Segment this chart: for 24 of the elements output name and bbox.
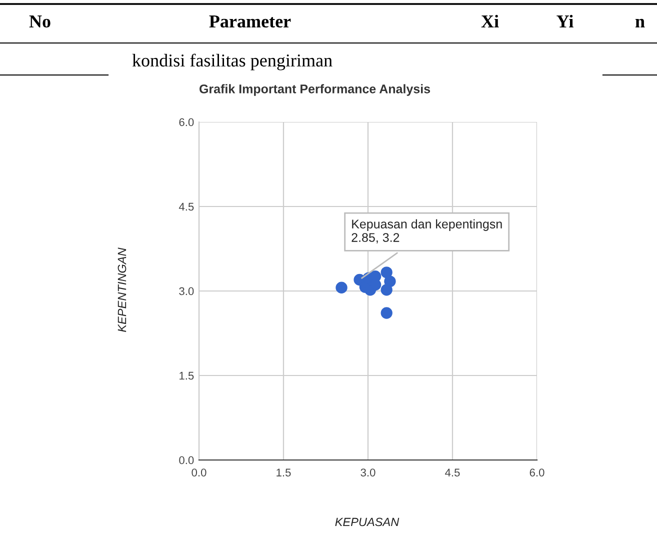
y-tick-label: 1.5 <box>180 372 194 380</box>
x-tick-label: 6.0 <box>530 468 544 476</box>
y-tick-label: 4.5 <box>178 202 194 211</box>
text: No <box>29 16 50 28</box>
point <box>380 307 392 319</box>
point <box>380 266 392 278</box>
text: kondisi fasilitas pengiriman <box>132 54 332 70</box>
x-tick-label: 0.0 <box>192 468 206 476</box>
y-tick-label: 3.0 <box>179 287 194 296</box>
point <box>380 284 392 296</box>
y-tick-label: 0.0 <box>179 456 194 464</box>
y-axis-title: KEPENTINGAN <box>118 248 126 332</box>
y-tick-label: 6.0 <box>179 118 194 126</box>
point <box>336 282 348 294</box>
text: n <box>635 18 645 28</box>
text: Yi <box>556 14 574 28</box>
x-tick-label: 4.5 <box>445 468 460 476</box>
text: Parameter <box>209 16 291 28</box>
chart-title: Grafik Important Performance Analysis <box>200 84 430 96</box>
x-tick-label: 1.5 <box>276 468 291 476</box>
x-tick-label: 3.0 <box>360 468 376 476</box>
text: Xi <box>481 14 499 28</box>
x-axis-title: KEPUASAN <box>335 518 400 526</box>
annotation: Kepuasan dan kepentingsn 2.85, 3.2 <box>352 219 502 244</box>
